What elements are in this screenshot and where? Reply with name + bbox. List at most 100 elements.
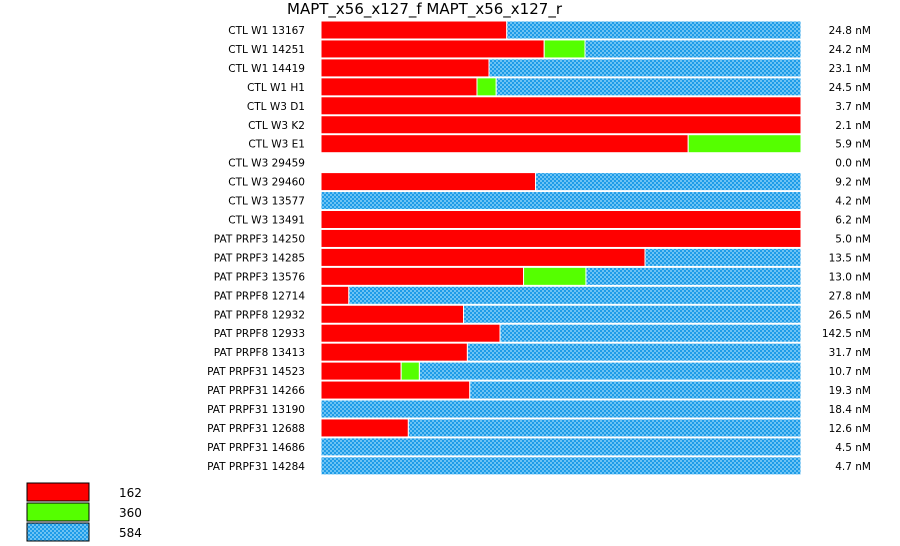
- bar-segment-584: [585, 266, 802, 286]
- concentration-label: 23.1 nM: [829, 63, 871, 75]
- row-label: PAT PRPF3 13576: [214, 271, 306, 283]
- bar-segment-360: [400, 361, 420, 381]
- concentration-label: 5.0 nM: [835, 233, 871, 245]
- bar-segment-584: [506, 20, 802, 40]
- bar-segment-584: [320, 456, 802, 476]
- row-label: PAT PRPF31 13190: [207, 404, 305, 416]
- concentration-label: 27.8 nM: [829, 290, 871, 302]
- bar-segment-162: [320, 323, 501, 343]
- bar-row: CTL W3 29460 9.2 nM: [228, 172, 871, 192]
- bar-segment-360: [523, 266, 587, 286]
- bar-segment-584: [488, 58, 802, 78]
- bar-row: PAT PRPF31 14266 19.3 nM: [207, 380, 871, 400]
- bar-segment-162: [320, 247, 646, 267]
- bar-segment-162: [320, 210, 802, 229]
- concentration-label: 13.5 nM: [829, 252, 871, 264]
- bar-segment-584: [499, 323, 802, 343]
- bar-segment-360: [687, 134, 802, 154]
- bar-segment-162: [320, 418, 409, 438]
- concentration-label: 31.7 nM: [829, 347, 871, 359]
- bar-segment-162: [320, 380, 471, 400]
- row-label: PAT PRPF3 14250: [214, 233, 305, 245]
- row-label: PAT PRPF31 14266: [207, 385, 305, 397]
- concentration-label: 6.2 nM: [835, 215, 871, 227]
- bar-segment-162: [320, 39, 545, 59]
- concentration-label: 4.2 nM: [835, 196, 871, 208]
- row-label: CTL W3 K2: [248, 120, 305, 132]
- bar-segment-162: [320, 266, 525, 286]
- row-label: CTL W3 E1: [248, 139, 305, 151]
- concentration-label: 0.0 nM: [835, 158, 871, 170]
- bar-row: PAT PRPF8 12933 142.5 nM: [214, 323, 871, 343]
- row-label: CTL W3 13491: [228, 215, 305, 227]
- bar-row: PAT PRPF8 12932 26.5 nM: [214, 304, 871, 324]
- row-label: PAT PRPF31 14523: [207, 366, 305, 378]
- row-label: PAT PRPF3 14285: [214, 252, 305, 264]
- row-label: PAT PRPF8 12714: [214, 290, 306, 302]
- row-label: CTL W3 13577: [228, 196, 305, 208]
- row-label: PAT PRPF8 12932: [214, 309, 305, 321]
- concentration-label: 3.7 nM: [835, 101, 871, 113]
- concentration-label: 13.0 nM: [829, 271, 871, 283]
- bar-segment-584: [407, 418, 802, 438]
- concentration-label: 2.1 nM: [835, 120, 871, 132]
- bar-segment-584: [535, 172, 802, 192]
- concentration-label: 26.5 nM: [829, 309, 871, 321]
- bar-row: PAT PRPF3 14285 13.5 nM: [214, 247, 871, 267]
- legend-label: 162: [119, 486, 142, 500]
- concentration-label: 4.7 nM: [835, 461, 871, 473]
- bar-segment-584: [495, 77, 802, 97]
- bar-row: PAT PRPF8 12714 27.8 nM: [214, 285, 871, 305]
- concentration-label: 19.3 nM: [829, 385, 871, 397]
- bar-segment-162: [320, 96, 802, 116]
- row-label: PAT PRPF31 14284: [207, 461, 305, 473]
- concentration-label: 24.8 nM: [829, 25, 871, 37]
- bar-row: CTL W1 13167 24.8 nM: [228, 20, 871, 40]
- bar-segment-584: [463, 304, 802, 324]
- row-label: CTL W3 29460: [228, 177, 305, 189]
- bar-row: PAT PRPF31 14523 10.7 nM: [207, 361, 871, 381]
- row-label: CTL W3 29459: [228, 158, 305, 170]
- bar-segment-162: [320, 304, 465, 324]
- bar-row: CTL W3 13577 4.2 nM: [228, 191, 871, 211]
- bar-row: CTL W3 E1 5.9 nM: [248, 134, 871, 154]
- legend-label: 360: [119, 506, 142, 520]
- bar-segment-162: [320, 342, 468, 362]
- legend-swatch: [26, 502, 90, 522]
- row-label: CTL W1 14419: [228, 63, 305, 75]
- bar-row: PAT PRPF31 12688 12.6 nM: [207, 418, 871, 438]
- bar-segment-162: [320, 228, 802, 248]
- bar-row: CTL W1 14251 24.2 nM: [228, 39, 871, 59]
- bar-row: PAT PRPF31 14686 4.5 nM: [207, 437, 871, 457]
- concentration-label: 4.5 nM: [835, 442, 871, 454]
- concentration-label: 24.2 nM: [829, 44, 871, 56]
- concentration-label: 10.7 nM: [829, 366, 871, 378]
- bar-segment-584: [418, 361, 802, 381]
- bar-segment-584: [466, 342, 802, 362]
- bar-row: CTL W3 29459 0.0 nM: [228, 158, 871, 170]
- row-label: CTL W1 H1: [247, 82, 305, 94]
- bar-row: CTL W1 H1 24.5 nM: [247, 77, 871, 97]
- bar-segment-162: [320, 58, 490, 78]
- concentration-label: 9.2 nM: [835, 177, 871, 189]
- bar-row: PAT PRPF3 14250 5.0 nM: [214, 228, 871, 248]
- bar-segment-162: [320, 285, 350, 305]
- row-label: CTL W1 14251: [228, 44, 305, 56]
- bar-segment-360: [476, 77, 497, 97]
- concentration-label: 12.6 nM: [829, 423, 871, 435]
- bar-segment-162: [320, 134, 689, 154]
- bar-segment-584: [584, 39, 802, 59]
- bar-row: CTL W1 14419 23.1 nM: [228, 58, 871, 78]
- row-label: PAT PRPF31 14686: [207, 442, 305, 454]
- concentration-label: 24.5 nM: [829, 82, 871, 94]
- chart-title: MAPT_x56_x127_f MAPT_x56_x127_r: [287, 0, 563, 19]
- bar-row: PAT PRPF31 14284 4.7 nM: [207, 456, 871, 476]
- bar-row: CTL W3 D1 3.7 nM: [247, 96, 871, 116]
- concentration-label: 18.4 nM: [829, 404, 871, 416]
- bar-segment-584: [348, 285, 802, 305]
- bar-row: PAT PRPF8 13413 31.7 nM: [214, 342, 871, 362]
- bar-row: CTL W3 K2 2.1 nM: [248, 115, 871, 135]
- bar-segment-162: [320, 77, 478, 97]
